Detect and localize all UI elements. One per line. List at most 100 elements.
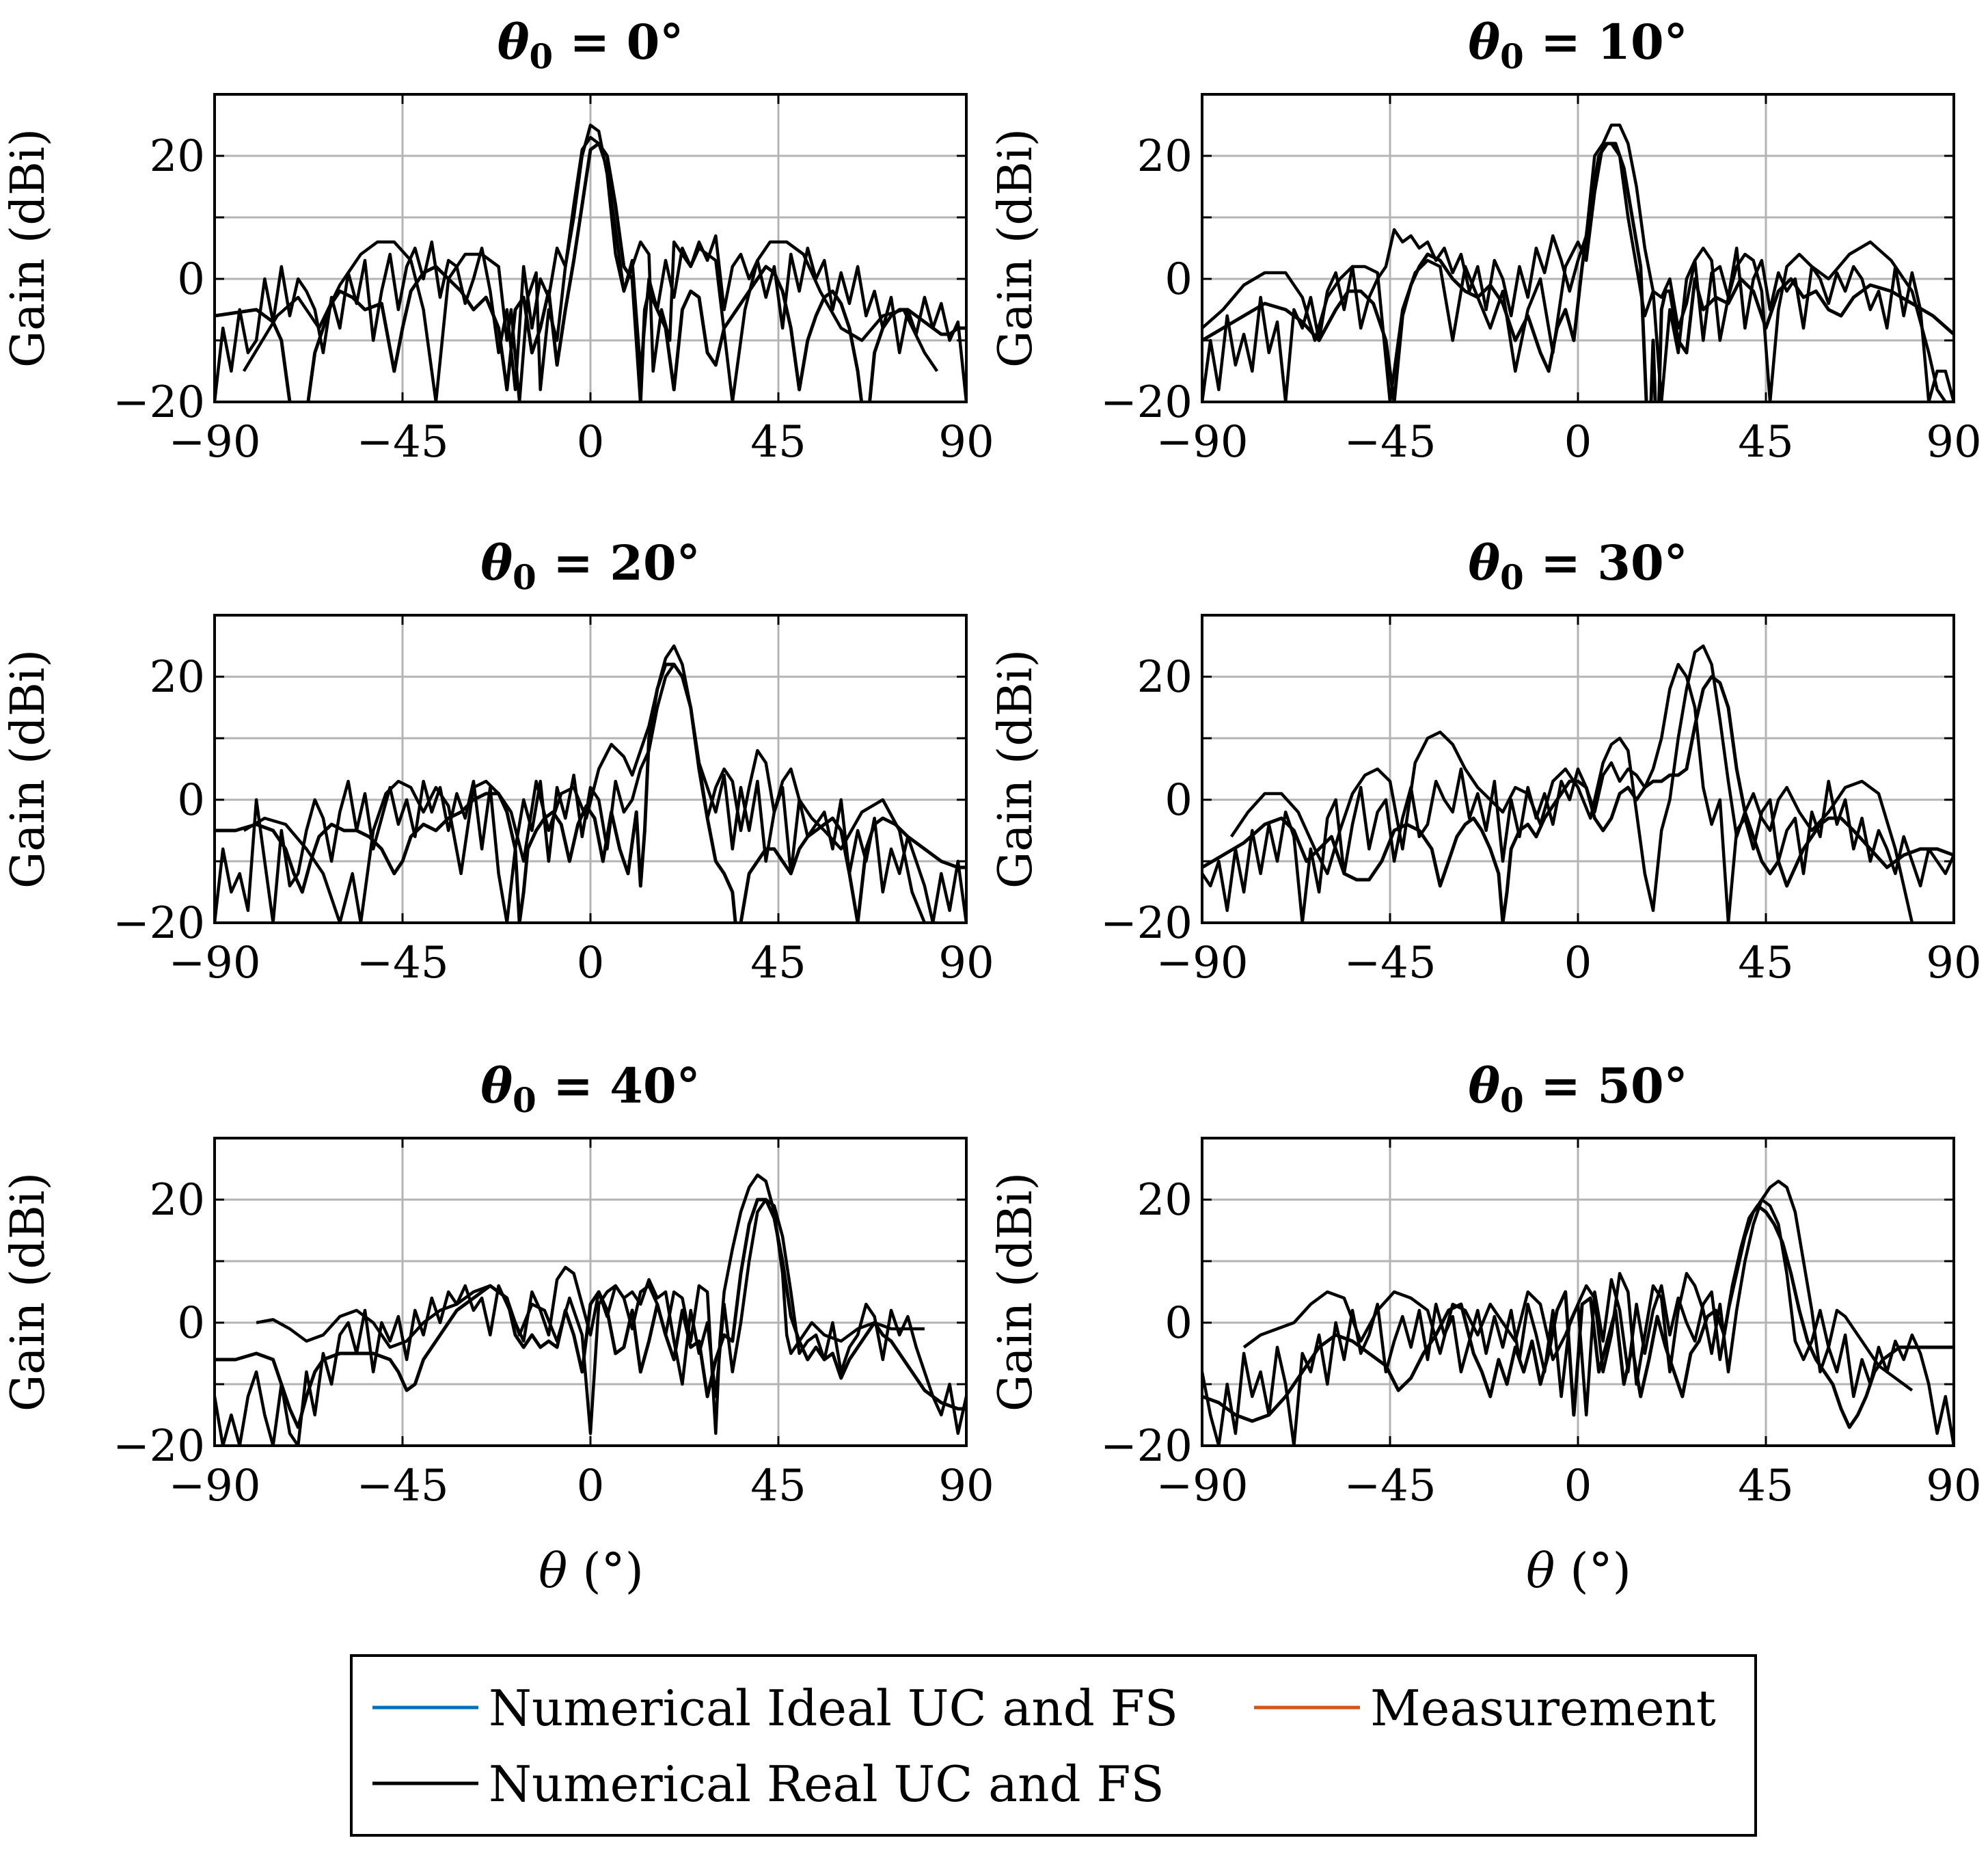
x-tick-label: 90 xyxy=(1926,417,1981,468)
title-subscript: 0 xyxy=(513,557,536,597)
y-tick-label: 20 xyxy=(150,652,205,703)
title-equation: = 20° xyxy=(536,535,700,591)
y-tick-label: −20 xyxy=(113,377,205,428)
x-tick-label: 90 xyxy=(1926,1461,1981,1511)
x-tick-label: 90 xyxy=(938,417,994,468)
series-line-numerical-real-uc-and-fs xyxy=(1202,1204,1954,1429)
x-tick-label: −90 xyxy=(168,938,260,988)
svg-text:θ(°): θ (°) xyxy=(1526,1543,1631,1599)
svg-text:θ(°): θ (°) xyxy=(539,1543,644,1599)
y-tick-label: 20 xyxy=(150,131,205,182)
title-equation: = 40° xyxy=(536,1057,700,1114)
series-group xyxy=(215,1173,966,1446)
title-theta: θ xyxy=(498,14,530,70)
x-axis-label-right: θ (°) xyxy=(1526,1543,1631,1599)
y-tick-label: 20 xyxy=(150,1175,205,1226)
x-tick-label: 0 xyxy=(1564,938,1592,988)
legend: Numerical Ideal UC and FS Measurement Nu… xyxy=(350,1654,1757,1837)
x-tick-label: −90 xyxy=(168,417,260,468)
x-tick-label: 45 xyxy=(1738,417,1793,468)
y-tick-label: 20 xyxy=(1137,131,1193,182)
series-line-measurement xyxy=(215,1198,966,1446)
title-subscript: 0 xyxy=(1500,36,1524,77)
x-axis-label-left-unit: (°) xyxy=(582,1543,644,1599)
title-theta: θ xyxy=(1468,14,1500,70)
series-line-numerical-ideal-uc-and-fs xyxy=(1242,1179,1914,1392)
y-axis-label: Gain (dBi) xyxy=(989,649,1043,889)
legend-label-ideal: Numerical Ideal UC and FS xyxy=(489,1679,1178,1737)
title-equation: = 0° xyxy=(553,14,683,70)
y-axis-label: Gain (dBi) xyxy=(1,1172,55,1412)
series-line-numerical-real-uc-and-fs xyxy=(1202,141,1954,402)
chart-title: θ0 = 20° xyxy=(480,535,700,597)
x-tick-label: 0 xyxy=(1564,1461,1592,1511)
x-axis-label-left: θ (°) xyxy=(539,1543,644,1599)
x-tick-label: 0 xyxy=(1564,417,1592,468)
y-tick-label: 0 xyxy=(177,254,205,305)
x-tick-label: −45 xyxy=(356,1461,448,1511)
legend-box xyxy=(350,1654,1757,1837)
title-theta: θ xyxy=(480,1057,513,1114)
chart-title: θ0 = 40° xyxy=(480,1057,700,1120)
series-line-measurement xyxy=(215,662,966,923)
y-tick-label: 0 xyxy=(1165,254,1193,305)
x-tick-label: 0 xyxy=(577,938,605,988)
x-tick-label: 90 xyxy=(938,938,994,988)
title-equation: = 10° xyxy=(1524,14,1688,70)
x-tick-label: 45 xyxy=(1738,938,1793,988)
y-axis-label: Gain (dBi) xyxy=(989,129,1043,368)
x-tick-label: −45 xyxy=(356,938,448,988)
series-group xyxy=(1202,1179,1954,1446)
title-subscript: 0 xyxy=(529,36,553,77)
series-group xyxy=(215,123,966,402)
x-tick-label: 90 xyxy=(938,1461,994,1511)
x-tick-label: −45 xyxy=(1344,938,1436,988)
x-tick-label: 90 xyxy=(1926,938,1981,988)
series-line-numerical-ideal-uc-and-fs xyxy=(242,123,939,402)
title-equation: = 30° xyxy=(1524,535,1688,591)
y-axis-label: Gain (dBi) xyxy=(1,129,55,368)
chart-title: θ0 = 50° xyxy=(1468,1057,1687,1120)
series-line-measurement xyxy=(1202,141,1954,402)
series-line-numerical-ideal-uc-and-fs xyxy=(1202,123,1954,402)
chart-panel-1: −90 −45 0 45 90 −20 0 20 Gain (dBi) θ0 = 0° xyxy=(1,14,994,468)
series-line-numerical-real-uc-and-fs xyxy=(215,141,966,402)
y-tick-label: −20 xyxy=(113,1421,205,1472)
x-tick-label: −90 xyxy=(1156,1461,1248,1511)
y-tick-label: 20 xyxy=(1137,652,1193,703)
title-theta: θ xyxy=(480,535,513,591)
x-tick-label: 45 xyxy=(750,417,806,468)
series-group xyxy=(1202,123,1954,402)
series-line-numerical-ideal-uc-and-fs xyxy=(243,644,938,923)
title-equation: = 50° xyxy=(1524,1057,1688,1114)
x-tick-label: −90 xyxy=(1156,417,1248,468)
y-tick-label: −20 xyxy=(1100,377,1193,428)
series-group xyxy=(215,644,966,923)
title-theta: θ xyxy=(1468,1057,1500,1114)
x-tick-label: 0 xyxy=(577,1461,605,1511)
title-subscript: 0 xyxy=(1500,1080,1524,1120)
series-line-numerical-real-uc-and-fs xyxy=(1202,675,1954,923)
x-tick-label: 45 xyxy=(1738,1461,1793,1511)
y-tick-label: −20 xyxy=(113,898,205,949)
chart-title: θ0 = 30° xyxy=(1468,535,1687,597)
series-line-measurement xyxy=(1202,662,1954,923)
series-line-numerical-real-uc-and-fs xyxy=(215,662,966,923)
title-theta: θ xyxy=(1468,535,1500,591)
title-subscript: 0 xyxy=(513,1080,536,1120)
y-tick-label: 0 xyxy=(1165,1298,1193,1349)
series-line-measurement xyxy=(1202,1198,1954,1446)
y-tick-label: 0 xyxy=(177,775,205,826)
chart-title: θ0 = 0° xyxy=(498,14,684,77)
chart-title: θ0 = 10° xyxy=(1468,14,1687,77)
legend-label-measurement: Measurement xyxy=(1370,1679,1716,1737)
x-tick-label: −90 xyxy=(1156,938,1248,988)
x-tick-label: 45 xyxy=(750,1461,806,1511)
x-tick-label: −45 xyxy=(356,417,448,468)
